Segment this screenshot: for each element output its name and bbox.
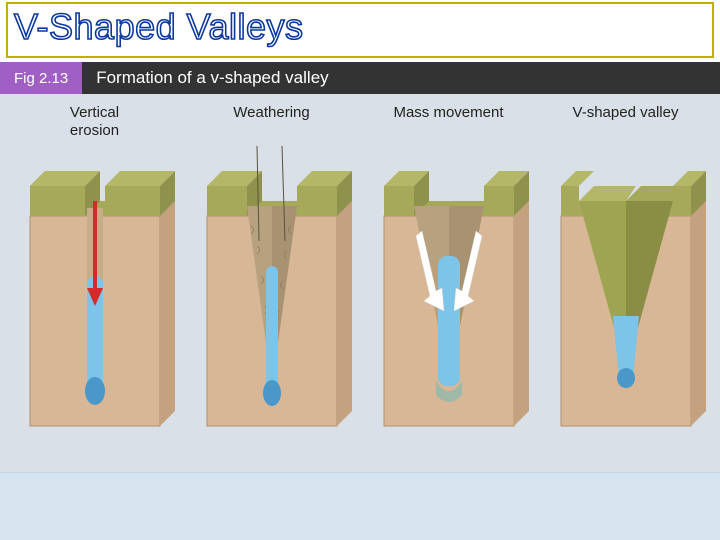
panel-label: Mass movement — [393, 102, 503, 146]
panel-label: Vertical erosion — [70, 102, 119, 146]
panel-svg-v-valley — [541, 146, 711, 446]
title-box: V-Shaped Valleys — [6, 2, 714, 58]
figure-caption: Formation of a v-shaped valley — [82, 68, 328, 88]
lake-strip — [0, 472, 720, 540]
page-title: V-Shaped Valleys — [8, 4, 712, 50]
panel-svg-vertical-erosion — [10, 146, 180, 446]
page-root: V-Shaped Valleys Fig 2.13 Formation of a… — [0, 0, 720, 540]
figure-banner: Fig 2.13 Formation of a v-shaped valley — [0, 62, 720, 94]
panel-weathering: Weathering — [187, 102, 357, 446]
figure-tag: Fig 2.13 — [0, 62, 82, 94]
panel-svg-mass-movement — [364, 146, 534, 446]
diagram-area: Vertical erosion — [0, 94, 720, 472]
diagram-panels: Vertical erosion — [0, 94, 720, 472]
panel-svg-weathering — [187, 146, 357, 446]
panel-label: V-shaped valley — [573, 102, 679, 146]
panel-mass-movement: Mass movement — [364, 102, 534, 446]
panel-vertical-erosion: Vertical erosion — [10, 102, 180, 446]
panel-v-valley: V-shaped valley — [541, 102, 711, 446]
panel-label: Weathering — [233, 102, 309, 146]
